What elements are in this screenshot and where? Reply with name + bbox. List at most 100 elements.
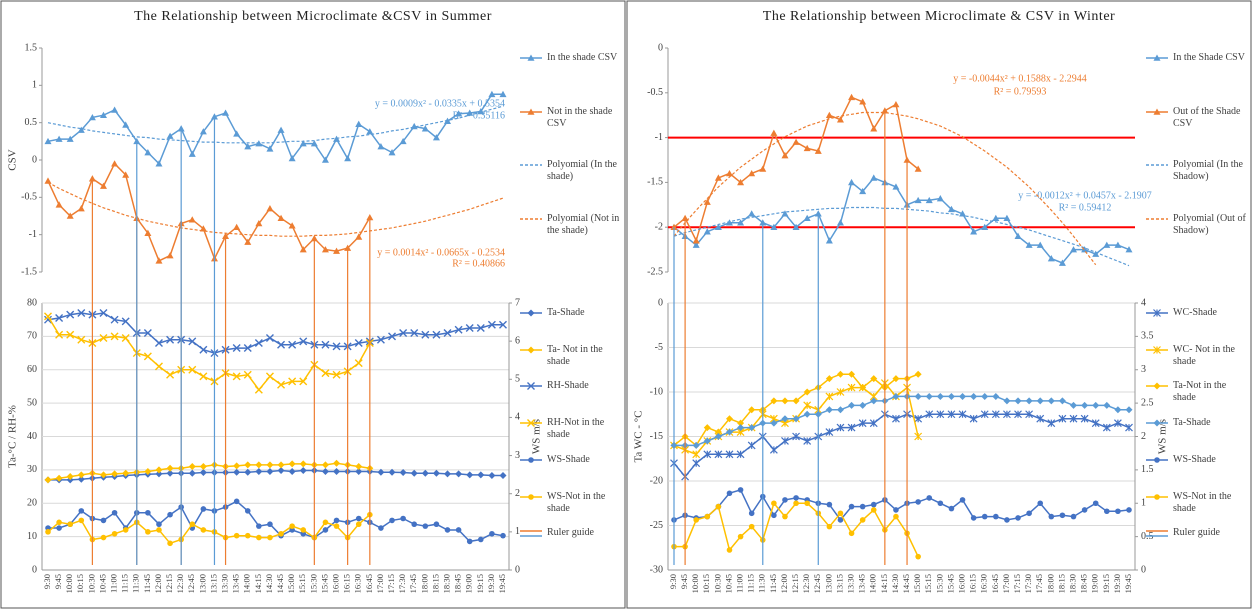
y-tick-label: -0.5 — [647, 87, 663, 98]
x-tick-label: 9:30 — [668, 574, 678, 589]
marker-triangle — [848, 178, 856, 186]
marker-triangle — [255, 219, 263, 227]
marker-triangle — [1014, 232, 1022, 239]
marker-diamond — [914, 370, 922, 378]
marker-triangle — [981, 223, 989, 230]
marker-x — [232, 344, 241, 353]
x-tick-label: 13:45 — [231, 574, 241, 593]
marker-triangle — [488, 90, 496, 98]
marker-triangle — [355, 120, 363, 127]
trend-r2: R² = 0.40866 — [452, 258, 505, 269]
x-tick-label: 13:15 — [208, 574, 218, 593]
marker-triangle — [748, 210, 756, 217]
marker-diamond — [914, 392, 922, 400]
legend-entry: Polyomial (In the shade) — [518, 159, 624, 183]
marker-circle — [156, 521, 162, 528]
marker-diamond — [714, 433, 722, 440]
marker-asterisk — [825, 428, 834, 436]
legend-entry: Ta- Not in the shade — [518, 344, 624, 368]
marker-circle — [870, 507, 877, 513]
x-tick-label: 12:45 — [812, 574, 822, 593]
marker-circle — [726, 547, 733, 553]
marker-circle — [1154, 493, 1160, 500]
marker-x — [321, 340, 330, 349]
legend-label: RH-Shade — [547, 380, 589, 392]
series-line — [47, 316, 371, 392]
legend-swatch — [1146, 530, 1168, 538]
marker-triangle — [344, 244, 352, 251]
marker-triangle — [133, 137, 141, 145]
legend-entry: WS-Not in the shade — [1144, 491, 1250, 515]
legend-swatch — [520, 346, 542, 354]
marker-circle — [111, 509, 118, 516]
marker-triangle — [99, 182, 107, 189]
marker-circle — [333, 523, 340, 529]
y2-tick-label: 2.5 — [1141, 397, 1154, 408]
marker-triangle — [725, 169, 733, 177]
marker-diamond — [970, 392, 978, 400]
marker-x — [166, 335, 175, 344]
marker-x — [332, 342, 341, 351]
y2-tick-label: 3.5 — [1141, 331, 1154, 342]
marker-triangle — [55, 201, 63, 208]
marker-diamond — [925, 392, 933, 400]
marker-diamond — [748, 424, 756, 432]
marker-triangle — [144, 229, 152, 236]
marker-x — [410, 329, 419, 338]
panel-border — [0, 0, 626, 609]
y-tick-label: 0 — [658, 42, 663, 53]
marker-diamond — [277, 467, 285, 475]
marker-triangle — [111, 106, 119, 113]
marker-triangle — [836, 219, 844, 226]
marker-circle — [859, 503, 866, 510]
marker-x — [277, 380, 286, 389]
marker-triangle — [321, 156, 329, 163]
marker-triangle — [277, 126, 285, 133]
marker-diamond — [714, 428, 722, 436]
marker-triangle — [44, 137, 52, 145]
x-tick-label: 10:30 — [712, 574, 722, 593]
marker-x — [143, 352, 152, 361]
marker-diamond — [737, 424, 745, 432]
legend-entry: WS-Shade — [518, 454, 624, 466]
legend-swatch — [1146, 345, 1168, 354]
x-tick-label: 14:15 — [253, 574, 263, 593]
y2-tick-label: 7 — [515, 297, 520, 308]
marker-asterisk — [703, 450, 712, 459]
marker-circle — [455, 527, 462, 533]
marker-triangle — [1070, 246, 1078, 253]
x-tick-label: 11:45 — [768, 574, 778, 593]
marker-triangle — [803, 214, 811, 222]
marker-circle — [478, 536, 484, 543]
series-line — [47, 312, 503, 354]
marker-circle — [826, 501, 833, 508]
marker-triangle — [122, 121, 130, 128]
marker-triangle — [714, 174, 722, 181]
marker-x — [55, 314, 64, 323]
series-line — [673, 96, 919, 243]
marker-triangle — [781, 210, 789, 217]
marker-circle — [78, 517, 85, 524]
x-tick-label: 10:00 — [64, 574, 74, 593]
x-tick-label: 11:15 — [746, 574, 756, 593]
x-tick-label: 12:30 — [175, 574, 185, 593]
x-tick-label: 14:30 — [890, 574, 900, 593]
marker-x — [299, 337, 308, 346]
marker-circle — [122, 527, 129, 533]
x-tick-label: 16:00 — [956, 574, 966, 593]
marker-circle — [333, 517, 340, 524]
x-tick-label: 13:30 — [220, 574, 230, 593]
y-tick-label: 0.5 — [25, 117, 38, 128]
marker-diamond — [321, 461, 329, 469]
marker-circle — [993, 513, 999, 520]
legend-swatch — [520, 493, 542, 500]
legend-swatch — [1146, 164, 1168, 166]
marker-diamond — [266, 461, 274, 469]
legend-entry: RH-Not in the shade — [518, 417, 624, 441]
marker-x — [465, 324, 474, 333]
marker-circle — [748, 510, 755, 517]
marker-triangle — [166, 252, 174, 259]
x-tick-label: 17:00 — [375, 574, 385, 593]
marker-circle — [78, 508, 85, 514]
